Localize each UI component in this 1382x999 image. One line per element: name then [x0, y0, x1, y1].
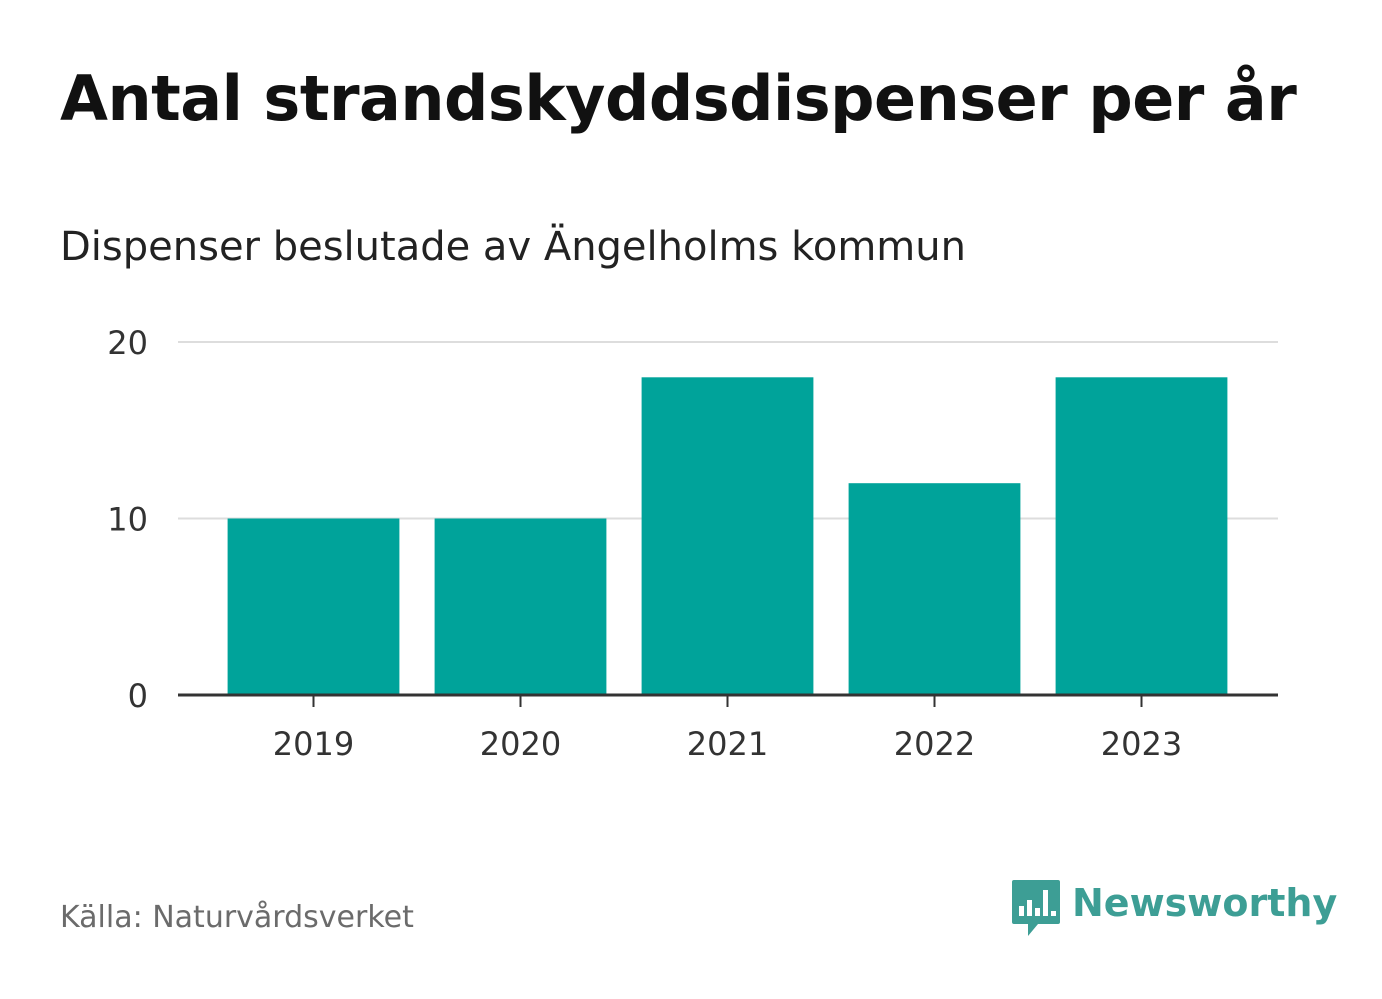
bar-2022 — [848, 483, 1021, 695]
brand-name: Newsworthy — [1072, 881, 1338, 925]
bar-2020 — [434, 518, 607, 695]
y-tick-label: 0 — [128, 677, 148, 715]
axes — [178, 693, 1278, 707]
x-tick-label: 2022 — [894, 725, 975, 763]
y-tick-label: 20 — [107, 324, 148, 362]
x-tick-label: 2021 — [687, 725, 768, 763]
newsworthy-icon — [1012, 880, 1060, 936]
chart-title: Antal strandskyddsdispenser per år — [60, 62, 1297, 135]
brand-logo: Newsworthy — [1010, 878, 1337, 940]
source-note: Källa: Naturvårdsverket — [60, 900, 414, 935]
bar-2021 — [641, 377, 814, 695]
bars — [227, 377, 1228, 695]
tick-labels: 0 10 20 2019 2020 2021 2022 2023 — [107, 324, 1182, 763]
bar-2023 — [1055, 377, 1228, 695]
y-tick-label: 10 — [107, 501, 148, 539]
x-tick-label: 2020 — [480, 725, 561, 763]
x-tick-label: 2023 — [1101, 725, 1182, 763]
x-tick-label: 2019 — [273, 725, 354, 763]
chart-subtitle: Dispenser beslutade av Ängelholms kommun — [60, 224, 966, 270]
bar-2019 — [227, 518, 400, 695]
